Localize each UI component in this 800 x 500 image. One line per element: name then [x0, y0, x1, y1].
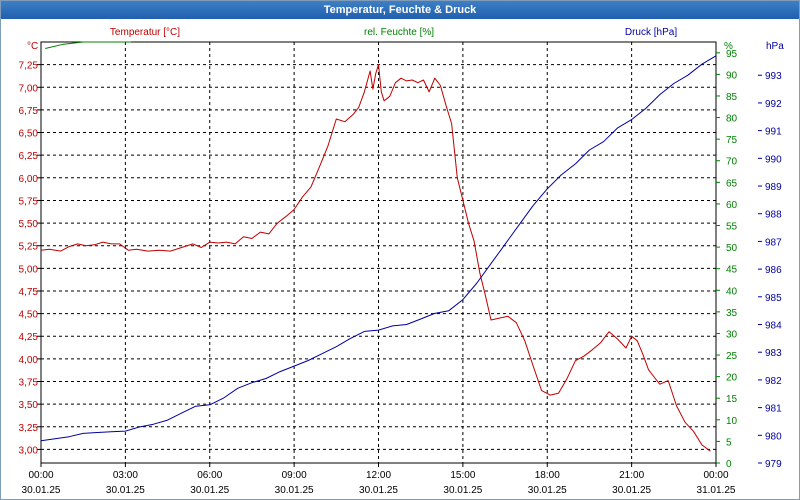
temp-axis-title: Temperatur [°C]	[110, 27, 180, 38]
humidity-tick-label: 0	[726, 459, 732, 470]
time-tick-label: 03:00	[113, 470, 138, 481]
pressure-tick-label: 979	[765, 459, 782, 470]
temp-tick-label: 4,75	[19, 287, 39, 298]
temp-tick-label: 5,00	[19, 264, 39, 275]
date-tick-label: 30.01.25	[190, 485, 229, 496]
humidity-tick-label: 75	[726, 135, 738, 146]
temp-tick-label: 7,25	[19, 61, 39, 72]
pressure-tick-label: 982	[765, 376, 782, 387]
time-tick-label: 21:00	[619, 470, 644, 481]
temp-tick-label: 3,75	[19, 378, 39, 389]
date-tick-label: 30.01.25	[528, 485, 567, 496]
temp-tick-label: 3,00	[19, 445, 39, 456]
time-tick-label: 12:00	[366, 470, 391, 481]
temp-tick-label: 7,00	[19, 83, 39, 94]
humidity-tick-label: 90	[726, 70, 738, 81]
humidity-axis-title: rel. Feuchte [%]	[364, 27, 434, 38]
pressure-tick-label: 983	[765, 348, 782, 359]
pressure-ticks: 979 980 981 982 983 984 985 986 987 988 989 990 991 9…	[758, 71, 782, 470]
date-tick-label: 30.01.25	[22, 485, 61, 496]
temp-tick-label: 6,00	[19, 174, 39, 185]
humidity-tick-label: 85	[726, 92, 738, 103]
date-tick-label: 31.01.25	[697, 485, 736, 496]
temp-tick-label: 5,75	[19, 196, 39, 207]
pressure-tick-label: 988	[765, 210, 782, 221]
time-tick-label: 18:00	[535, 470, 560, 481]
humidity-tick-label: 5	[726, 437, 732, 448]
humidity-tick-label: 80	[726, 114, 738, 125]
humidity-tick-label: 95	[726, 49, 738, 60]
time-tick-label: 09:00	[282, 470, 307, 481]
humidity-tick-label: 70	[726, 157, 738, 168]
date-tick-label: 30.01.25	[443, 485, 482, 496]
pressure-tick-label: 985	[765, 293, 782, 304]
temperature-series-line	[40, 64, 711, 452]
date-tick-label: 30.01.25	[275, 485, 314, 496]
humidity-series-line	[45, 41, 131, 49]
pressure-tick-label: 993	[765, 71, 782, 82]
temp-tick-label: 3,25	[19, 423, 39, 434]
temperature-ticks: 3,00 3,25 3,50 3,75 4,00 4,25 4,50 4,75 5,00 5,25…	[19, 61, 41, 456]
humidity-tick-label: 65	[726, 178, 738, 189]
time-tick-label: 15:00	[450, 470, 475, 481]
temp-tick-label: 4,50	[19, 310, 39, 321]
humidity-tick-label: 55	[726, 222, 738, 233]
pressure-tick-label: 987	[765, 237, 782, 248]
temp-unit-label: °C	[27, 41, 38, 52]
temp-tick-label: 5,25	[19, 242, 39, 253]
pressure-tick-label: 989	[765, 182, 782, 193]
humidity-tick-label: 25	[726, 351, 738, 362]
humidity-tick-label: 20	[726, 373, 738, 384]
temp-tick-label: 6,25	[19, 151, 39, 162]
pressure-axis-title: Druck [hPa]	[625, 27, 677, 38]
pressure-tick-label: 986	[765, 265, 782, 276]
pressure-tick-label: 980	[765, 431, 782, 442]
humidity-tick-label: 50	[726, 243, 738, 254]
grid	[41, 42, 716, 463]
pressure-tick-label: 991	[765, 127, 782, 138]
humidity-unit-label: %	[724, 41, 733, 52]
humidity-tick-label: 40	[726, 286, 738, 297]
temp-tick-label: 6,50	[19, 129, 39, 140]
humidity-tick-label: 15	[726, 394, 738, 405]
temp-tick-label: 4,00	[19, 355, 39, 366]
pressure-unit-label: hPa	[766, 41, 784, 52]
pressure-tick-label: 992	[765, 99, 782, 110]
pressure-tick-label: 981	[765, 404, 782, 415]
window-title: Temperatur, Feuchte & Druck	[1, 1, 799, 19]
date-tick-label: 30.01.25	[612, 485, 651, 496]
date-tick-label: 30.01.25	[359, 485, 398, 496]
temp-tick-label: 4,25	[19, 332, 39, 343]
humidity-tick-label: 10	[726, 416, 738, 427]
time-ticks: 00:00 30.01.25 03:00 30.01.25 06:00 30.01.25 0…	[22, 463, 736, 496]
humidity-tick-label: 35	[726, 308, 738, 319]
time-tick-label: 00:00	[28, 470, 53, 481]
temp-tick-label: 5,50	[19, 219, 39, 230]
date-tick-label: 30.01.25	[106, 485, 145, 496]
series	[40, 41, 717, 452]
pressure-tick-label: 990	[765, 154, 782, 165]
pressure-series-line	[40, 55, 717, 442]
time-tick-label: 00:00	[703, 470, 728, 481]
time-tick-label: 06:00	[197, 470, 222, 481]
humidity-tick-label: 30	[726, 329, 738, 340]
humidity-tick-label: 60	[726, 200, 738, 211]
temp-tick-label: 3,50	[19, 400, 39, 411]
pressure-tick-label: 984	[765, 321, 782, 332]
humidity-ticks: 0 5 10 15 20 25 30 35 40 45 50 55 60 65 70 75 80 85 90 95	[716, 49, 738, 470]
humidity-tick-label: 45	[726, 265, 738, 276]
temp-tick-label: 6,75	[19, 106, 39, 117]
